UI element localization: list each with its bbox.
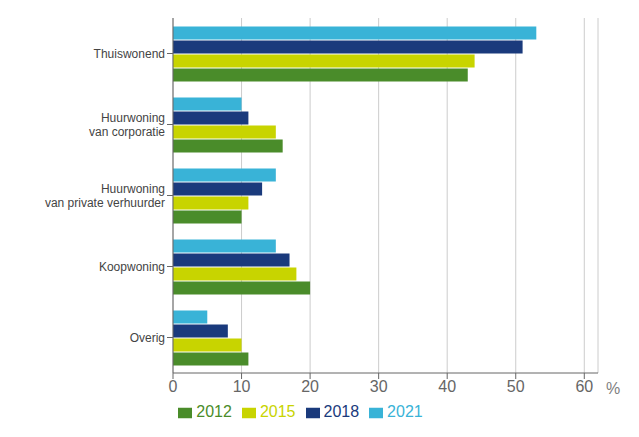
svg-text:10: 10: [233, 378, 251, 395]
svg-text:20: 20: [301, 378, 319, 395]
svg-text:Huurwoningvan private verhuurd: Huurwoningvan private verhuurder: [45, 182, 165, 210]
svg-text:%: %: [606, 380, 620, 397]
html-text:2018: 2018: [323, 403, 360, 420]
svg-text:Thuiswonend: Thuiswonend: [94, 47, 165, 61]
svg-text:0: 0: [169, 378, 178, 395]
svg-text:60: 60: [575, 378, 593, 395]
svg-text:40: 40: [438, 378, 456, 395]
svg-text:Koopwoning: Koopwoning: [99, 260, 165, 274]
svg-text:50: 50: [507, 378, 525, 395]
svg-text:Overig: Overig: [130, 331, 165, 345]
html-text:2021: 2021: [387, 403, 423, 420]
html-text:2012: 2012: [196, 403, 232, 420]
svg-text:30: 30: [370, 378, 388, 395]
svg-text:Huurwoningvan corporatie: Huurwoningvan corporatie: [89, 111, 165, 139]
html-text:2015: 2015: [259, 403, 296, 420]
